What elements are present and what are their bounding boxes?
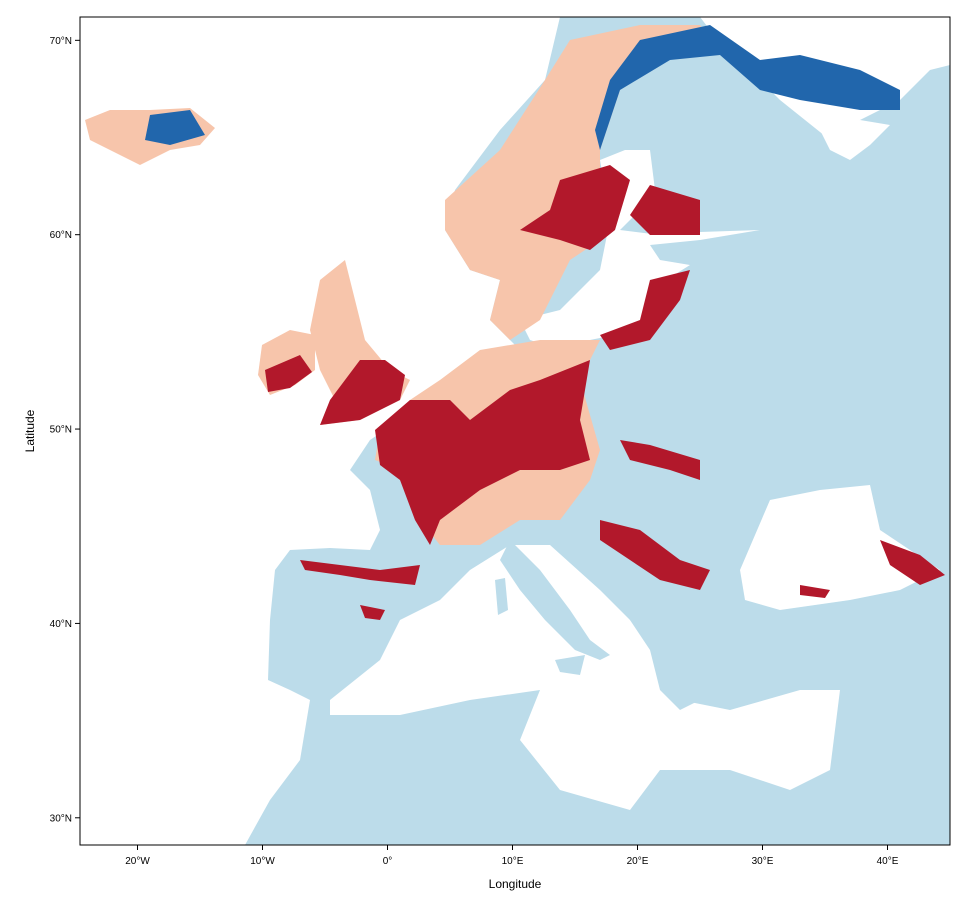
baltics [600,270,690,350]
finland [630,185,700,235]
x-tick-label: 10°E [502,856,524,867]
x-tick-label: 40°E [877,856,899,867]
x-tick-label: 0° [383,856,393,867]
plot-frame [79,16,951,846]
caucasus [880,540,945,585]
sweden [520,165,630,250]
y-tick-label: 50°N [50,425,72,436]
continent-core [375,360,590,545]
y-tick-label: 30°N [50,813,72,824]
black-sea [740,485,940,610]
italy [500,540,610,660]
sicily [555,655,585,675]
white-sea [820,120,890,160]
x-tick-label: 20°W [125,856,150,867]
ireland-south [265,355,312,392]
iceland-high [145,110,205,145]
y-tick-label: 70°N [50,36,72,47]
balkans [600,520,710,590]
greece [620,590,700,710]
y-tick-label: 60°N [50,230,72,241]
baltic-sea [520,150,760,350]
y-axis-title: Latitude [23,409,37,452]
britain-south [320,360,405,425]
pyrenees [300,560,420,585]
x-axis-title: Longitude [489,877,542,891]
atlantic [80,17,560,845]
x-tick-label: 10°W [250,856,275,867]
carpathians [620,440,700,480]
sardinia [495,578,508,615]
iberia-centre [360,605,385,620]
anatolia [800,585,830,598]
x-tick-label: 30°E [752,856,774,867]
map-area [80,17,950,845]
y-tick-label: 40°N [50,619,72,630]
north-norway [595,25,900,150]
mediterranean [330,545,840,810]
x-tick-label: 20°E [627,856,649,867]
